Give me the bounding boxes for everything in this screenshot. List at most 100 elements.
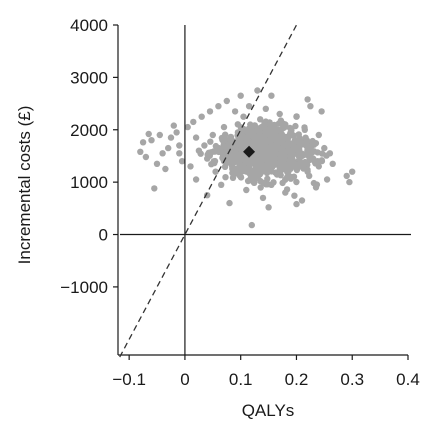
data-point	[245, 168, 253, 176]
data-point	[231, 170, 238, 177]
data-point	[162, 165, 169, 173]
data-point	[299, 163, 306, 170]
data-point	[209, 131, 216, 139]
data-point	[264, 154, 271, 161]
data-point	[293, 113, 300, 120]
data-point	[218, 181, 225, 188]
data-point	[323, 176, 331, 183]
data-point	[240, 113, 247, 120]
data-point	[173, 129, 180, 136]
data-point	[259, 194, 267, 202]
data-point	[190, 118, 197, 126]
y-tick-label: 2000	[70, 121, 108, 140]
data-point	[285, 140, 292, 147]
data-point	[231, 108, 239, 115]
x-tick-label: 0	[180, 370, 189, 389]
data-point	[294, 164, 301, 171]
y-tick-label: −1000	[60, 278, 108, 297]
data-point	[252, 170, 259, 177]
data-point	[206, 108, 214, 115]
y-tick-label: 4000	[70, 16, 108, 35]
data-point	[291, 192, 298, 199]
data-point	[248, 124, 255, 131]
data-points	[137, 87, 356, 229]
data-point	[145, 130, 152, 138]
data-point	[153, 160, 161, 167]
data-point	[304, 166, 311, 173]
data-point	[211, 159, 218, 167]
data-point	[212, 142, 220, 150]
data-point	[229, 163, 236, 170]
data-point	[268, 168, 275, 175]
data-point	[215, 103, 222, 110]
data-point	[318, 157, 326, 165]
data-point	[269, 150, 276, 157]
data-point	[289, 156, 296, 163]
data-point	[159, 150, 166, 157]
data-point	[282, 176, 289, 183]
data-point	[310, 141, 318, 148]
data-point	[307, 103, 314, 110]
data-point	[137, 148, 144, 155]
data-point	[264, 129, 272, 136]
data-point	[289, 145, 297, 153]
data-point	[207, 138, 214, 145]
data-point	[176, 150, 183, 157]
data-point	[245, 103, 253, 110]
x-tick-label: 0.4	[396, 370, 420, 389]
data-point	[306, 150, 313, 157]
data-point	[246, 164, 253, 171]
data-point	[269, 163, 276, 170]
data-point	[282, 161, 289, 169]
data-point	[248, 221, 255, 229]
data-point	[251, 158, 258, 165]
data-point	[176, 142, 183, 149]
axes-layer	[117, 24, 411, 358]
data-point	[224, 159, 232, 166]
x-tick-label: 0.2	[285, 370, 309, 389]
data-point	[277, 117, 285, 124]
data-point	[226, 199, 233, 207]
threshold-line	[119, 24, 298, 358]
data-point	[313, 181, 321, 188]
data-point	[222, 174, 229, 181]
data-point	[265, 204, 272, 211]
data-point	[226, 153, 234, 160]
data-point	[271, 129, 278, 137]
data-point	[239, 132, 246, 140]
data-point	[285, 133, 292, 141]
data-point	[197, 150, 204, 157]
data-point	[236, 165, 243, 173]
data-point	[278, 155, 285, 162]
data-point	[221, 137, 228, 144]
data-point	[262, 105, 269, 113]
data-point	[227, 137, 234, 144]
data-point	[198, 113, 205, 120]
data-point	[281, 124, 288, 131]
data-point	[276, 110, 283, 118]
data-point	[296, 137, 304, 144]
data-point	[148, 137, 155, 144]
data-point	[237, 92, 244, 99]
ticks-layer: −0.1 0 0.1 0.2 0.3 0.4 −1000 0 1000 2000 3000 4000	[60, 16, 420, 389]
data-point	[254, 87, 261, 94]
data-point	[240, 162, 248, 169]
data-point	[258, 156, 265, 163]
x-tick-label: 0.3	[340, 370, 364, 389]
data-point	[311, 158, 318, 165]
data-point	[315, 131, 322, 139]
data-point	[165, 144, 172, 152]
data-point	[343, 172, 350, 180]
data-point	[273, 171, 281, 178]
data-point	[303, 142, 310, 150]
data-point	[268, 92, 275, 99]
data-point	[250, 178, 257, 186]
data-point	[249, 139, 257, 147]
data-point	[289, 151, 297, 158]
data-point	[201, 142, 208, 149]
data-point	[240, 125, 247, 133]
data-point	[346, 178, 353, 186]
data-point	[206, 152, 213, 159]
data-point	[142, 153, 150, 161]
